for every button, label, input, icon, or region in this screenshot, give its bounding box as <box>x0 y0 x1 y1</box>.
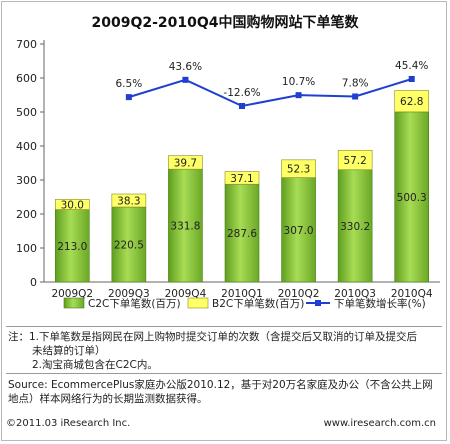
legend-swatch-b2c <box>187 297 209 309</box>
source-line-1: Source: EcommercePlus家庭办公版2010.12，基于对20万… <box>8 379 433 391</box>
c2c-bar <box>337 169 373 283</box>
c2c-value-label: 213.0 <box>57 241 87 253</box>
growth-value-label: 10.7% <box>282 76 315 88</box>
x-tick-label: 2009Q3 <box>108 288 150 300</box>
y-tick-label: 600 <box>16 72 37 85</box>
b2c-bar <box>337 149 373 171</box>
growth-point <box>125 94 132 101</box>
c2c-bar <box>224 183 260 283</box>
legend-label-b2c: B2C下单笔数(百万) <box>212 297 304 310</box>
note-line-1: 注：1.下单笔数是指网民在网上购物时提交订单的次数（含提交后又取消的订单及提交后 <box>8 331 418 343</box>
notes-divider <box>6 326 442 327</box>
x-tick-label: 2009Q4 <box>165 288 207 300</box>
legend: C2C下单笔数(百万) B2C下单笔数(百万) 下单笔数增长率(%) <box>63 297 426 310</box>
b2c-value-label: 39.7 <box>174 157 197 169</box>
y-tick-label: 200 <box>16 208 37 221</box>
b2c-value-label: 38.3 <box>117 196 140 208</box>
y-tick-label: 100 <box>16 242 37 255</box>
growth-value-label: 6.5% <box>116 78 143 90</box>
b2c-bar <box>168 155 203 170</box>
c2c-bar <box>54 209 90 283</box>
x-tick-label: 2010Q4 <box>391 288 433 300</box>
note-line-3: 2.淘宝商城包含在C2C内。 <box>32 359 158 371</box>
source-divider <box>6 373 442 374</box>
b2c-bar <box>224 171 260 185</box>
source-line-2: 地点）样本网络行为的长期监测数据获得。 <box>8 393 208 405</box>
b2c-value-label: 62.8 <box>400 96 423 108</box>
growth-point <box>239 103 245 109</box>
y-tick-label: 400 <box>16 140 37 153</box>
note-line-2: 未结算的订单） <box>32 345 106 357</box>
b2c-bar <box>54 199 90 210</box>
c2c-value-label: 331.8 <box>170 221 200 233</box>
c2c-value-label: 287.6 <box>227 228 257 240</box>
c2c-value-label: 500.3 <box>397 192 427 204</box>
c2c-bar <box>111 206 147 283</box>
legend-swatch-c2c <box>63 297 85 309</box>
c2c-value-label: 330.2 <box>340 221 370 233</box>
x-tick-label: 2010Q3 <box>334 288 376 300</box>
growth-line: 6.5% 43.6% -12.6% 10.7% 7.8% 45.4% <box>116 60 428 109</box>
copyright-text: ©2011.03 iResearch Inc. <box>6 418 131 429</box>
x-tick-label: 2009Q2 <box>51 288 93 300</box>
x-tick-label: 2010Q2 <box>278 288 320 300</box>
growth-point <box>408 76 415 82</box>
growth-value-label: 7.8% <box>342 78 369 90</box>
growth-value-label: 45.4% <box>395 60 428 72</box>
b2c-value-label: 57.2 <box>343 155 366 167</box>
data-labels: 213.0 30.0 220.5 38.3 331.8 39.7 287.6 37.1 307.… <box>57 96 426 253</box>
b2c-bar <box>281 159 316 178</box>
legend-label-c2c: C2C下单笔数(百万) <box>88 297 181 310</box>
growth-point <box>182 76 189 83</box>
growth-point <box>352 93 359 100</box>
b2c-value-label: 52.3 <box>287 164 310 176</box>
growth-value-label: 43.6% <box>169 61 202 73</box>
legend-marker-growth <box>315 300 321 306</box>
chart-title: 2009Q2-2010Q4中国购物网站下单笔数 <box>91 14 359 31</box>
c2c-bar <box>394 111 430 283</box>
growth-point <box>295 92 302 99</box>
growth-line-path <box>128 78 413 108</box>
growth-value-label: -12.6% <box>223 87 260 99</box>
b2c-bar <box>111 193 147 208</box>
c2c-value-label: 220.5 <box>114 240 144 252</box>
b2c-value-label: 30.0 <box>61 199 84 211</box>
bars <box>54 90 430 283</box>
y-tick-label: 500 <box>16 106 37 119</box>
legend-label-growth: 下单笔数增长率(%) <box>334 297 426 310</box>
website-link[interactable]: www.iresearch.com.cn <box>323 418 436 429</box>
c2c-bar <box>281 177 316 283</box>
axes: 0 100 200 300 400 500 600 700 2009Q2 2009Q3 2009Q4… <box>16 38 440 300</box>
y-tick-label: 0 <box>30 276 37 289</box>
x-tick-label: 2010Q1 <box>221 288 263 300</box>
y-tick-label: 700 <box>16 38 37 51</box>
y-tick-label: 300 <box>16 174 37 187</box>
c2c-value-label: 307.0 <box>284 225 314 237</box>
b2c-bar <box>394 90 430 113</box>
c2c-bar <box>168 168 203 283</box>
b2c-value-label: 37.1 <box>230 173 253 185</box>
